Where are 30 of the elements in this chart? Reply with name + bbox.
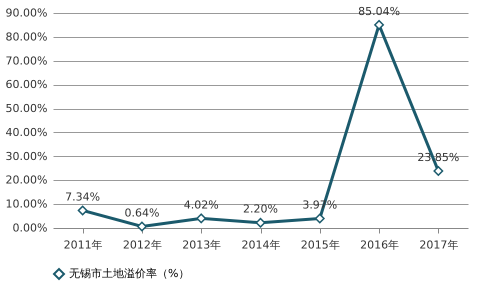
y-tick-label: 30.00% bbox=[6, 150, 48, 163]
y-tick-label: 20.00% bbox=[6, 174, 48, 187]
data-label: 4.02% bbox=[184, 198, 219, 212]
point bbox=[136, 222, 147, 232]
x-tick-label: 2017年 bbox=[419, 238, 458, 252]
point bbox=[314, 214, 325, 224]
point bbox=[196, 213, 206, 224]
y-tick-label: 90.00% bbox=[6, 6, 48, 20]
x-tick-label: 2014年 bbox=[242, 238, 280, 252]
y-tick-label: 50.00% bbox=[6, 102, 48, 116]
data-label: 85.04% bbox=[358, 4, 400, 18]
data-label: 7.34% bbox=[65, 190, 100, 204]
x-tick-label: 2016年 bbox=[360, 238, 400, 252]
x-tick-label: 2012年 bbox=[122, 238, 162, 252]
data-label: 2.20% bbox=[243, 202, 278, 216]
point bbox=[433, 166, 444, 176]
point bbox=[374, 20, 384, 30]
y-tick-label: 40.00% bbox=[6, 126, 48, 139]
point bbox=[256, 218, 266, 228]
y-tick-label: 80.00% bbox=[6, 30, 48, 44]
data-label: 0.64% bbox=[124, 206, 160, 220]
x-tick-label: 2011年 bbox=[64, 238, 103, 252]
y-tick-label: 0.00% bbox=[12, 222, 48, 234]
x-tick-label: 2013年 bbox=[182, 238, 222, 252]
point bbox=[78, 206, 88, 216]
y-tick-label: 70.00% bbox=[6, 54, 48, 68]
legend-label: 无锡市土地溢价率（%） bbox=[69, 267, 190, 280]
y-tick-label: 60.00% bbox=[6, 78, 48, 92]
y-tick-label: 10.00% bbox=[6, 198, 48, 211]
x-tick-label: 2015年 bbox=[300, 238, 340, 252]
